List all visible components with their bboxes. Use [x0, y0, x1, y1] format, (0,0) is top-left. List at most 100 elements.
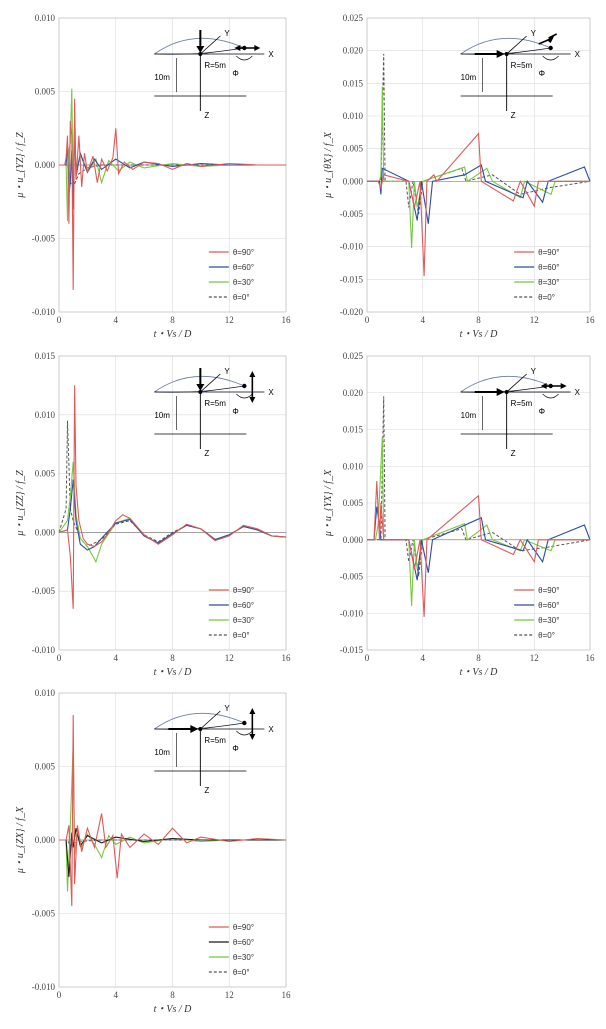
x-tick-label: 8 [170, 990, 175, 1000]
y-axis-line [200, 710, 221, 730]
inset-label-x: X [268, 725, 274, 734]
y-axis-label: μ・u_{θX} / f_X [323, 131, 334, 199]
inset-label-y: Y [531, 367, 537, 376]
plot-frame [366, 355, 591, 651]
chart-panel-3: 0 4 8 12 16 0.015 0.010 0.005 0.000 -0.005 -0.010 t… [15, 351, 291, 678]
disk-outline [154, 713, 246, 730]
series-line-3 [59, 714, 287, 907]
y-tick-label: -0.005 [340, 209, 364, 219]
y-tick-label: 0.005 [35, 87, 56, 97]
y-tick-label: 0.015 [343, 78, 364, 88]
inset-label-phi: Φ [232, 407, 238, 416]
y-tick-label: 0.025 [343, 351, 364, 361]
inset-label-z: Z [204, 111, 209, 120]
x-axis-label: t・Vs / D [460, 329, 499, 340]
inset-label-x: X [268, 388, 274, 397]
chart-panel-5: 0 4 8 12 16 0.010 0.005 0.000 -0.005 -0.010 t・Vs /… [15, 688, 291, 1015]
force-arrow-head [196, 384, 205, 391]
x-tick-label: 0 [57, 990, 62, 1000]
y-axis-line [506, 35, 527, 55]
y-axis-label: μ・u_{YZ} / f_Z [15, 132, 26, 199]
y-axis-label: μ・u_{YX} / f_X [323, 469, 334, 537]
x-tick-label: 12 [530, 315, 539, 325]
chart-panel-4: 0 4 8 12 16 0.025 0.020 0.015 0.010 0.005 0.000 -0.… [323, 351, 595, 678]
legend-label: θ=60° [538, 263, 559, 272]
series-line-3 [367, 480, 590, 617]
y-tick-label: 0.025 [343, 13, 364, 23]
y-tick-label: 0.000 [343, 176, 364, 186]
series-line-1 [367, 436, 590, 606]
phi-arc [236, 55, 253, 61]
inset-label-radius: R=5m [204, 736, 226, 745]
phi-arc [236, 730, 253, 736]
plot-frame [366, 17, 591, 313]
chart-panel-2: 0 4 8 12 16 0.025 0.020 0.015 0.010 0.005 0.000 -0.… [323, 13, 595, 340]
force-arrow-head [196, 46, 205, 53]
inset-label-depth: 10m [154, 748, 170, 757]
legend-label: θ=60° [233, 938, 254, 947]
x-tick-label: 0 [57, 315, 62, 325]
phi-arc [236, 393, 253, 399]
inset-diagram: Y X R=5m 10m Z Φ [460, 367, 581, 458]
inset-label-depth: 10m [461, 411, 477, 420]
x-tick-label: 16 [282, 315, 292, 325]
inset-label-x: X [268, 50, 274, 59]
y-tick-label: 0.005 [343, 144, 364, 154]
y-tick-label: 0.000 [35, 160, 56, 170]
x-tick-label: 8 [170, 315, 175, 325]
series-line-0 [59, 839, 286, 847]
inset-diagram: Y X R=5m 10m Z Φ [154, 29, 274, 120]
legend-label: θ=0° [233, 968, 250, 977]
y-tick-label: -0.010 [340, 242, 364, 252]
legend-label: θ=60° [233, 263, 254, 272]
inset-label-depth: 10m [154, 73, 170, 82]
inset-label-radius: R=5m [204, 61, 226, 70]
inset-label-radius: R=5m [511, 399, 533, 408]
inset-label-x: X [575, 50, 581, 59]
x-tick-label: 16 [586, 653, 596, 663]
load-point [198, 727, 203, 731]
legend-label: θ=90° [233, 248, 254, 257]
inset-label-phi: Φ [539, 407, 545, 416]
series-line-3 [58, 385, 287, 609]
y-tick-label: 0.005 [343, 498, 364, 508]
y-tick-label: -0.010 [32, 982, 56, 992]
x-tick-label: 12 [225, 990, 234, 1000]
load-point [504, 390, 509, 394]
inset-label-z: Z [204, 786, 209, 795]
x-tick-label: 8 [476, 315, 481, 325]
force-arrow-head [190, 725, 199, 733]
force-arrow-head [496, 388, 505, 396]
legend-label: θ=0° [538, 631, 555, 640]
observation-point [242, 383, 247, 389]
y-tick-label: -0.005 [32, 234, 56, 244]
y-tick-label: 0.010 [343, 111, 364, 121]
inset-label-z: Z [511, 111, 516, 120]
disk-outline [460, 376, 553, 393]
response-arrow-heads [234, 45, 261, 51]
series-line-1 [367, 86, 590, 249]
y-tick-label: 0.015 [35, 351, 56, 361]
y-tick-label: -0.010 [32, 645, 56, 655]
chart-panel-1: 0 4 8 12 16 0.010 0.005 0.000 -0.005 -0.010 t・Vs /… [15, 13, 291, 340]
legend-label: θ=30° [538, 616, 559, 625]
legend-label: θ=60° [538, 601, 559, 610]
series-line-2 [367, 164, 591, 224]
inset-label-y: Y [531, 29, 537, 38]
y-axis-line [506, 373, 527, 393]
radius-line [506, 47, 551, 55]
x-tick-label: 16 [586, 315, 596, 325]
response-arrow-heads [540, 383, 567, 389]
legend-label: θ=30° [233, 616, 254, 625]
y-tick-label: 0.000 [343, 535, 364, 545]
x-tick-label: 12 [225, 653, 234, 663]
legend-label: θ=90° [233, 586, 254, 595]
legend-label: θ=30° [538, 278, 559, 287]
series-line-0 [367, 396, 591, 577]
inset-label-depth: 10m [154, 411, 170, 420]
x-axis-label: t・Vs / D [154, 329, 193, 340]
y-tick-label: 0.005 [35, 469, 56, 479]
observation-point [242, 720, 247, 726]
load-point [198, 52, 203, 56]
